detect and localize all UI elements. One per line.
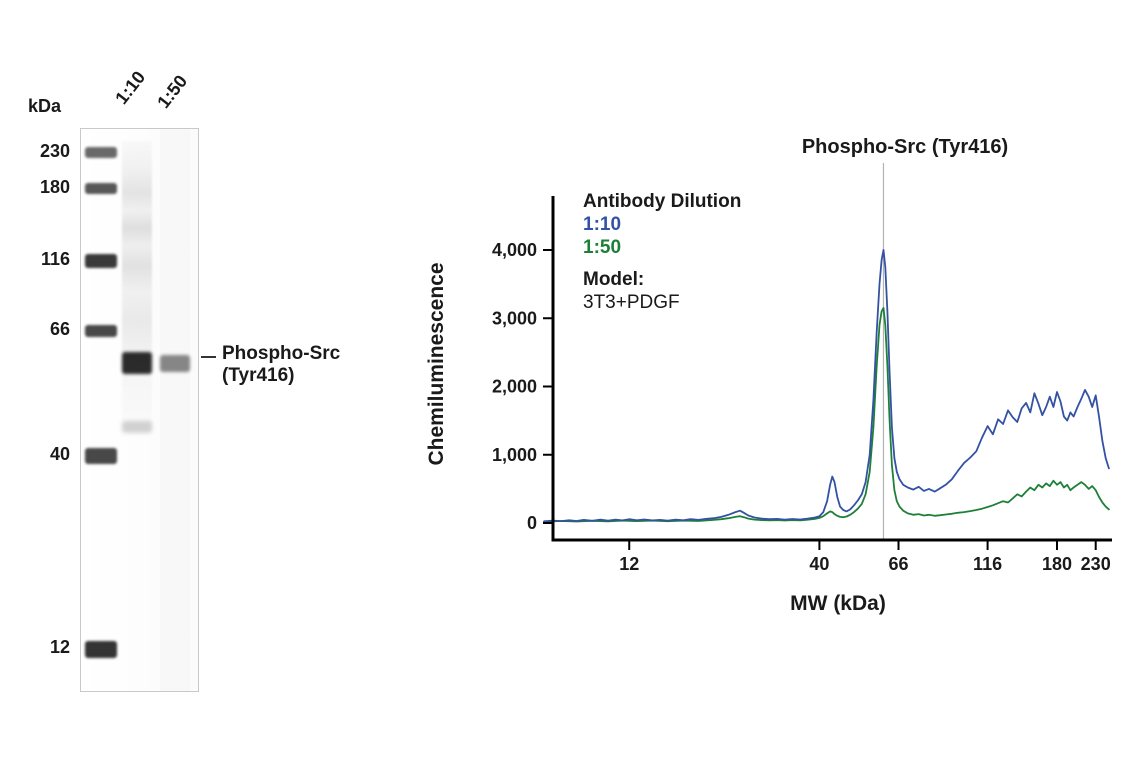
- ladder-band-40: [85, 448, 117, 464]
- legend-model-heading: Model:: [583, 269, 645, 290]
- ladder-band-12: [85, 641, 117, 658]
- band-annotation-line: [201, 356, 216, 358]
- lane2-phospho-src-band: [160, 355, 190, 372]
- x-tick-label: 230: [1081, 554, 1111, 574]
- y-axis-title: Chemiluminescence: [425, 262, 448, 466]
- x-axis-title: MW (kDa): [790, 592, 886, 615]
- x-tick-label: 12: [619, 554, 639, 574]
- ladder-band-66: [85, 325, 117, 337]
- y-tick-label: 4,000: [492, 240, 537, 260]
- legend-item-1-10: 1:10: [583, 214, 622, 235]
- chart-title: Phospho-Src (Tyr416): [801, 136, 1009, 158]
- mw-label-180: 180: [39, 177, 70, 197]
- chart-legend: Antibody Dilution 1:10 1:50 Model: 3T3+P…: [583, 190, 741, 314]
- x-tick-label: 180: [1042, 554, 1072, 574]
- kda-units-label: kDa: [28, 96, 62, 116]
- x-tick-label: 40: [809, 554, 829, 574]
- lane2-background: [160, 129, 190, 691]
- y-tick-label: 0: [527, 513, 537, 533]
- mw-label-66: 66: [49, 319, 70, 339]
- mw-label-12: 12: [49, 637, 70, 657]
- band-annotation-site: (Tyr416): [222, 365, 295, 386]
- x-tick-label: 66: [888, 554, 908, 574]
- y-tick-label: 1,000: [492, 445, 537, 465]
- mw-label-230: 230: [39, 141, 70, 161]
- mw-label-40: 40: [49, 444, 70, 464]
- western-blot-image: [80, 128, 199, 692]
- legend-heading: Antibody Dilution: [583, 191, 742, 212]
- band-annotation-name: Phospho-Src: [222, 343, 341, 364]
- ladder-band-180: [85, 183, 117, 194]
- lane1-faint-band: [122, 421, 152, 433]
- mw-label-116: 116: [40, 249, 70, 269]
- x-tick-label: 116: [973, 554, 1002, 574]
- series-line-1-50: [543, 307, 1110, 523]
- lane-label-1-50: 1:50: [153, 71, 192, 112]
- ladder-band-230: [85, 147, 117, 158]
- lane1-smear: [122, 141, 152, 431]
- lane1-phospho-src-band: [122, 352, 152, 374]
- legend-item-1-50: 1:50: [583, 237, 622, 258]
- legend-model-value: 3T3+PDGF: [583, 292, 680, 313]
- ladder-band-116: [85, 254, 117, 268]
- lane-label-1-10: 1:10: [111, 67, 150, 108]
- y-tick-label: 3,000: [492, 308, 537, 328]
- y-tick-label: 2,000: [492, 377, 537, 397]
